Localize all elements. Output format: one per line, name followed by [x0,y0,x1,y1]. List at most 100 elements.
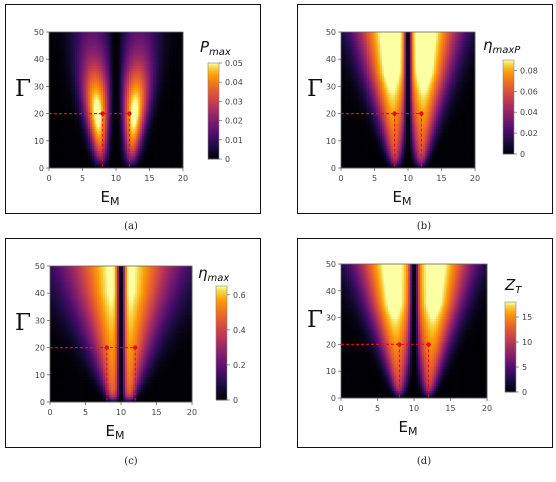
y-tick-label-d-2: 30 [326,314,336,323]
marker-point-a-1 [127,111,132,116]
colorbar-tick-b-3: 0.02 [520,129,538,138]
marked-points-c [50,345,138,402]
x-tick-label-d-0: 0 [338,404,343,413]
colorbar-tick-a-5: 0 [225,155,230,164]
caption-b: (b) [416,221,432,232]
y-axis-label-d: Γ [307,307,323,333]
x-tick-label-b-2: 10 [403,174,413,183]
x-tick-label-d-2: 10 [409,404,419,413]
colorbar-tick-b-4: 0 [520,150,525,159]
y-tick-label-b-2: 30 [326,82,336,91]
y-tick-label-a-1: 40 [34,55,44,64]
colorbar-tick-b-2: 0.04 [520,108,538,117]
y-tick-label-b-1: 40 [326,55,336,64]
x-axis-label-a: EM [101,188,120,208]
colorbar-tick-a-0: 0.05 [225,59,243,68]
y-axis-label-b: Γ [307,76,323,102]
y-tick-label-c-1: 40 [35,289,45,298]
y-tick-label-c-2: 30 [35,316,45,325]
y-tick-label-c-3: 20 [35,344,45,353]
marker-point-c-1 [133,345,138,350]
colorbar-tick-b-0: 0.08 [520,66,538,75]
heatmap-c [50,266,193,403]
colorbar-c: 0.6 0.4 0.2 0 [215,285,246,405]
y-tick-label-a-2: 30 [34,82,44,91]
y-tick-label-d-3: 20 [326,340,336,349]
colorbar-b: 0.08 0.06 0.04 0.02 0 [502,59,538,159]
x-tick-label-a-4: 20 [178,174,188,183]
x-tick-label-a-3: 15 [144,174,154,183]
colorbar-tick-a-1: 0.04 [225,78,243,87]
colorbar-title-a: Pmax [200,38,231,58]
marker-point-b-0 [392,111,397,116]
caption-c: (c) [124,456,138,467]
y-tick-label-a-5: 0 [39,164,44,173]
y-tick-label-a-3: 20 [34,110,44,119]
colorbar-tick-c-1: 0.4 [233,326,246,335]
colorbar-tick-d-1: 10 [522,338,532,347]
heatmap-d [341,264,488,399]
colorbar-title-d: ZT [504,276,522,296]
x-tick-label-c-4: 20 [187,408,197,417]
x-tick-label-d-1: 5 [375,404,380,413]
panel-b: 0 5 10 15 20 50 40 30 20 10 0 EM Γ 0.08 0.06 0.04 0.02 0 η… [307,28,538,208]
colorbar-tick-d-0: 15 [522,313,532,322]
marked-points-b [341,111,424,168]
heatmap-b [341,32,476,169]
y-axis-label-c: Γ [15,310,31,336]
colorbar-tick-a-2: 0.03 [225,97,243,106]
colorbar-tick-c-3: 0 [233,396,238,405]
marker-point-d-0 [397,342,402,347]
y-tick-label-d-5: 0 [331,394,336,403]
colorbar-tick-a-3: 0.02 [225,117,243,126]
marked-points-d [341,342,431,398]
y-tick-label-d-0: 50 [326,260,336,269]
marker-point-a-0 [100,111,105,116]
y-tick-label-c-5: 0 [40,398,45,407]
y-tick-label-a-0: 50 [34,28,44,37]
heatmap-a [49,32,184,169]
y-tick-label-b-3: 20 [326,110,336,119]
x-tick-label-b-3: 15 [436,174,446,183]
y-tick-label-b-0: 50 [326,28,336,37]
panel-a: 0 5 10 15 2050403020100EMΓ0.050.040.030.020.… [15,28,243,208]
x-axis-label-d: EM [399,418,418,438]
x-tick-label-c-1: 5 [83,408,88,417]
y-tick-label-b-4: 10 [326,137,336,146]
x-tick-label-b-4: 20 [470,174,480,183]
colorbar-a: 0.05 0.04 0.03 0.02 0.01 0 [207,59,243,164]
x-tick-label-c-0: 0 [47,408,52,417]
y-tick-label-c-4: 10 [35,371,45,380]
y-tick-label-b-5: 0 [331,164,336,173]
colorbar-title-b: ηmaxP [483,36,521,56]
marker-point-d-1 [426,342,431,347]
x-tick-label-d-3: 15 [445,404,455,413]
y-tick-label-d-1: 40 [326,287,336,296]
x-axis-label-b: EM [393,188,412,208]
marker-point-b-1 [419,111,424,116]
colorbar-tick-b-1: 0.06 [520,87,538,96]
colorbar-tick-c-2: 0.2 [233,361,246,370]
x-tick-label-b-1: 5 [372,174,377,183]
caption-a: (a) [124,221,138,232]
colorbar-tick-c-0: 0.6 [233,291,246,300]
colorbar-tick-d-3: 0 [522,388,527,397]
colorbar-d: 15 10 5 0 [504,301,532,397]
x-tick-label-c-3: 15 [151,408,161,417]
y-axis-label-a: Γ [15,76,31,102]
colorbar-tick-d-2: 5 [522,363,527,372]
x-tick-label-a-1: 5 [80,174,85,183]
panel-c: 0 5 10 15 20 50 40 30 20 10 0 EM Γ 0.6 0.4 0.2 0 ηmax [15,262,246,442]
marked-points-a [49,111,132,168]
y-tick-label-d-4: 10 [326,367,336,376]
colorbar-title-c: ηmax [198,264,229,284]
colorbar-tick-a-4: 0.01 [225,136,243,145]
x-tick-label-c-2: 10 [116,408,126,417]
x-tick-label-b-0: 0 [338,174,343,183]
y-tick-label-c-0: 50 [35,262,45,271]
y-tick-label-a-4: 10 [34,137,44,146]
x-tick-label-a-0: 0 [46,174,51,183]
x-axis-label-c: EM [106,422,125,442]
